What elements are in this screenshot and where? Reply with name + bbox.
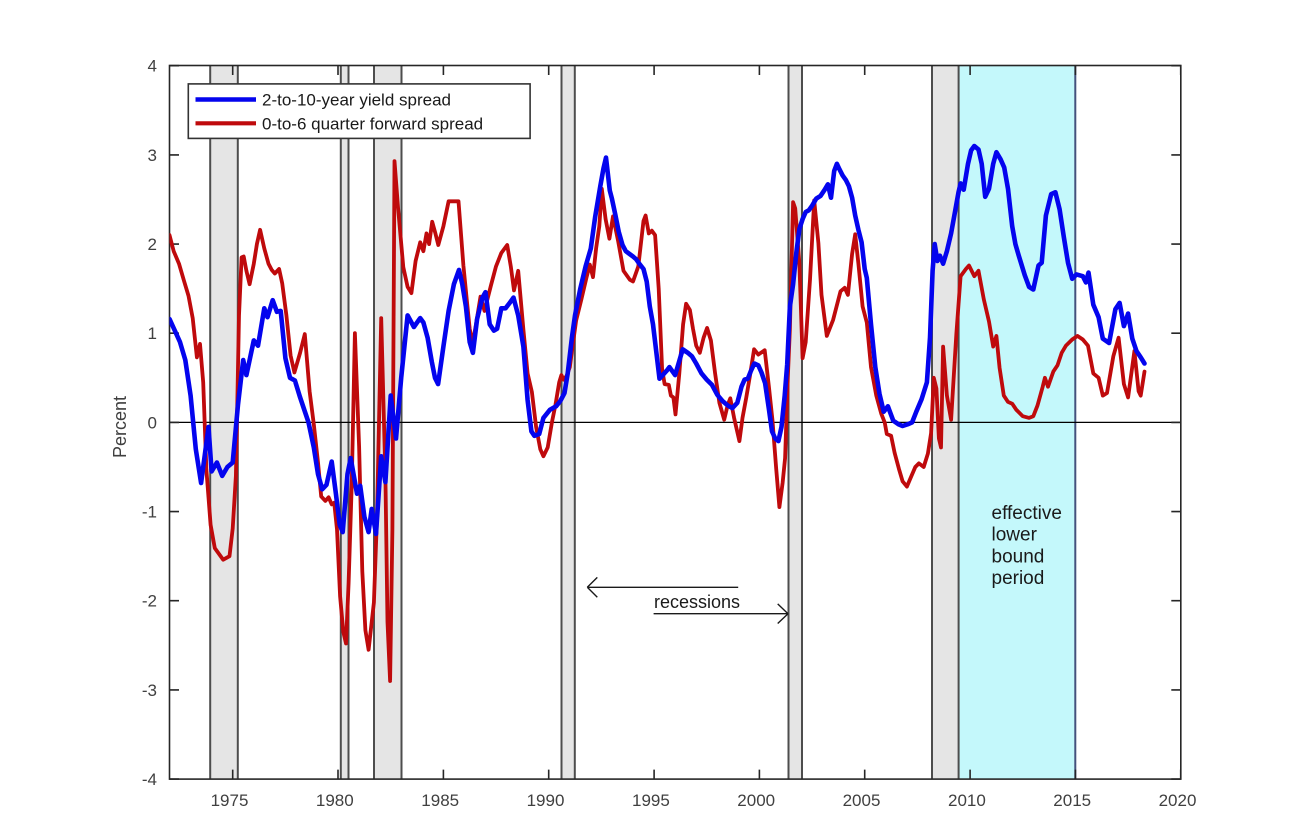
svg-text:Percent: Percent [110,396,130,458]
svg-text:2-to-10-year yield spread: 2-to-10-year yield spread [262,91,451,110]
svg-text:1980: 1980 [316,791,354,810]
svg-text:period: period [992,568,1045,589]
svg-text:1995: 1995 [632,791,670,810]
svg-text:2005: 2005 [843,791,881,810]
svg-text:0-to-6 quarter forward spread: 0-to-6 quarter forward spread [262,114,483,133]
svg-text:-1: -1 [142,503,157,522]
svg-text:1975: 1975 [211,791,249,810]
svg-text:1: 1 [148,324,157,343]
svg-text:4: 4 [148,57,157,76]
svg-text:lower: lower [992,525,1038,546]
svg-text:recessions: recessions [654,592,740,612]
svg-text:2: 2 [148,235,157,254]
svg-text:1990: 1990 [527,791,565,810]
svg-text:2015: 2015 [1053,791,1091,810]
svg-text:-4: -4 [142,770,157,789]
svg-text:effective: effective [992,503,1062,524]
svg-text:-2: -2 [142,592,157,611]
svg-text:2010: 2010 [948,791,986,810]
svg-text:2000: 2000 [737,791,775,810]
svg-text:0: 0 [148,413,157,432]
svg-text:3: 3 [148,146,157,165]
svg-text:2020: 2020 [1159,791,1197,810]
svg-text:1985: 1985 [421,791,459,810]
svg-text:bound: bound [992,546,1045,567]
svg-text:-3: -3 [142,681,157,700]
